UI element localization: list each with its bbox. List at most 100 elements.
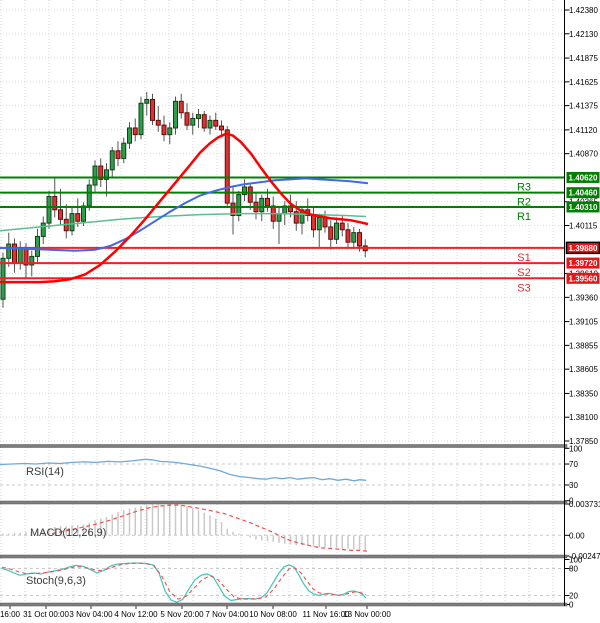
candle-bearish — [155, 119, 161, 126]
ma-blue-line — [0, 177, 369, 252]
candle-bearish — [224, 129, 230, 204]
indicator-axis-label: 0.003731 — [569, 500, 600, 509]
indicator-axis-label: 100 — [569, 556, 583, 565]
candle-bearish — [178, 100, 184, 114]
time-tick-label: 13 Nov 00:00 — [343, 610, 391, 619]
candle-bullish — [299, 209, 305, 224]
stoch-indicator-label: Stoch(9,6,3) — [26, 575, 86, 587]
indicator-axis-label: 0.00 — [569, 531, 585, 540]
price-label-box-R2 — [566, 187, 600, 199]
price-tick-label: 1.41120 — [569, 126, 598, 135]
candle-bearish — [322, 216, 328, 228]
candle-bullish — [35, 235, 40, 257]
candle-bullish — [242, 186, 247, 196]
indicator-axis-label: 30 — [569, 481, 578, 490]
rsi-line — [0, 458, 367, 482]
price-tick-label: 1.38100 — [569, 413, 598, 422]
price-tick-label: 1.38605 — [569, 365, 598, 374]
price-label-box-R3 — [566, 171, 600, 183]
sr-level-name-R3: R3 — [517, 181, 531, 193]
sr-level-name-S1: S1 — [517, 252, 530, 264]
candle-bullish — [259, 197, 265, 213]
indicator-axis-label: -0.002473 — [569, 552, 600, 561]
candle-bullish — [81, 205, 86, 222]
grid — [0, 0, 564, 604]
candle-bearish — [265, 197, 270, 207]
price-tick-label: 1.41875 — [569, 54, 598, 63]
candle-bearish — [311, 215, 316, 231]
indicator-axis-label: 70 — [569, 460, 578, 469]
candle-bullish — [40, 222, 46, 237]
time-tick-label: 3 Nov 04:00 — [69, 610, 113, 619]
price-axis[interactable]: 1.42380 1.42130 1.41875 1.41625 1.41375 1.411… — [564, 6, 600, 446]
price-label-S2: 1.39720 — [569, 259, 598, 268]
rsi-panel: 100 70 30 0 — [0, 444, 583, 506]
candle-bullish — [173, 100, 178, 129]
candle-bearish — [161, 124, 167, 136]
candle-bearish — [58, 209, 63, 220]
stoch-k-line — [1, 562, 367, 603]
sr-level-name-R2: R2 — [517, 197, 531, 209]
candle-bullish — [167, 127, 173, 136]
candle-bearish — [339, 222, 345, 231]
candle-bullish — [207, 119, 213, 129]
candle-bullish — [351, 232, 357, 243]
price-tick-label: 1.39105 — [569, 318, 598, 327]
candle-bullish — [29, 255, 35, 266]
candle-bullish — [236, 194, 242, 217]
candle-bearish — [132, 127, 138, 136]
candles-group — [0, 91, 368, 308]
candle-bullish — [316, 216, 322, 231]
candle-bullish — [127, 127, 132, 144]
candle-bullish — [334, 222, 339, 240]
candle-bearish — [293, 211, 299, 224]
sr-level-name-R1: R1 — [517, 211, 531, 223]
candle-bearish — [328, 226, 334, 240]
candle-bearish — [201, 114, 207, 129]
indicator-axis-label: 80 — [569, 565, 578, 574]
time-tick-label: 16:00 — [0, 610, 21, 619]
candle-bullish — [276, 213, 282, 222]
time-axis[interactable]: 16:00 31 Oct 00:00 3 Nov 04:00 4 Nov 12:00 5… — [0, 606, 391, 619]
ma-red-line — [0, 132, 369, 284]
candle-bearish — [213, 119, 219, 127]
time-tick-label: 7 Nov 04:00 — [205, 610, 249, 619]
candle-bullish — [104, 169, 109, 180]
indicator-axis-label: 0 — [569, 601, 574, 610]
candle-bearish — [357, 232, 362, 247]
price-tick-label: 1.39360 — [569, 293, 598, 302]
panel-separators — [0, 444, 568, 607]
candle-bearish — [115, 150, 121, 159]
price-tick-label: 1.40870 — [569, 150, 598, 159]
price-tick-label: 1.38855 — [569, 341, 598, 350]
candle-bearish — [98, 165, 104, 180]
price-label-S1: 1.39880 — [569, 244, 598, 253]
candle-bullish — [144, 98, 150, 104]
rsi-indicator-label: RSI(14) — [26, 466, 64, 478]
price-label-R3: 1.40620 — [569, 173, 598, 182]
candle-bearish — [52, 195, 58, 211]
price-label-R1: 1.40310 — [569, 203, 598, 212]
price-label-R2: 1.40460 — [569, 189, 598, 198]
time-tick-label: 11 Nov 16:00 — [303, 610, 351, 619]
macd-indicator-label: MACD(12,26,9) — [30, 527, 107, 539]
macd-histogram — [2, 504, 366, 551]
price-label-box-R1 — [566, 201, 600, 213]
time-tick-label: 31 Oct 00:00 — [23, 610, 69, 619]
candle-bullish — [69, 213, 75, 232]
candle-bearish — [247, 186, 253, 203]
indicator-axis-label: 0 — [569, 497, 574, 506]
price-label-box-S2 — [566, 257, 600, 269]
candle-bearish — [184, 112, 190, 126]
indicator-axis-label: 20 — [569, 592, 578, 601]
candle-bearish — [230, 202, 236, 217]
sr-level-name-S3: S3 — [517, 282, 530, 294]
price-label-S3: 1.39560 — [569, 274, 598, 283]
candle-bullish — [109, 150, 115, 171]
macd-signal-line — [51, 504, 368, 552]
time-tick-label: 10 Nov 08:00 — [249, 610, 297, 619]
price-tick-label: 1.40115 — [569, 222, 598, 231]
